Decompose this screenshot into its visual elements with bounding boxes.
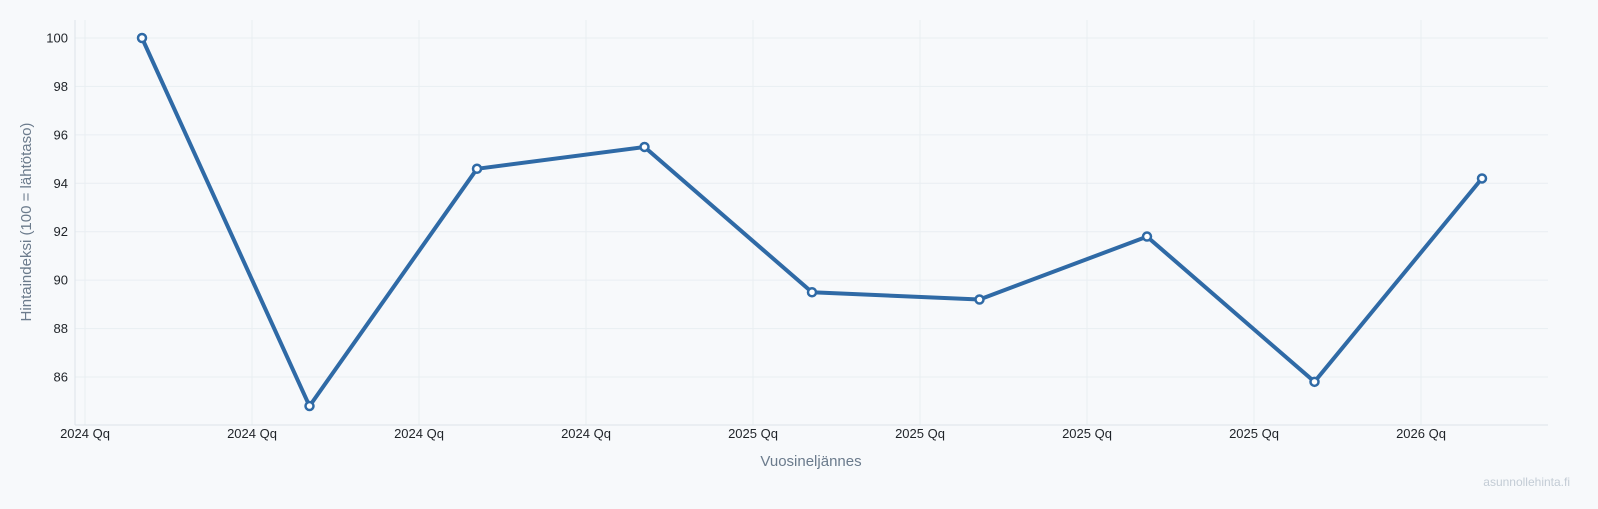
x-tick-label: 2024 Qq	[394, 426, 444, 441]
data-point	[1309, 376, 1320, 388]
y-tick-label: 92	[54, 224, 68, 239]
y-gridlines	[75, 37, 1548, 378]
y-tick-label: 96	[54, 127, 68, 142]
x-tick-labels: 2024 Qq 2024 Qq 2024 Qq 2024 Qq 2025 Qq 2025 …	[60, 426, 1446, 441]
data-point	[471, 163, 483, 175]
x-tick-label: 2024 Qq	[561, 426, 611, 441]
y-tick-label: 94	[54, 176, 68, 191]
x-tick-label: 2026 Qq	[1396, 426, 1446, 441]
y-tick-label: 90	[54, 273, 68, 288]
y-tick-label: 86	[54, 370, 68, 385]
x-axis-label: Vuosineljännes	[760, 453, 861, 470]
x-tick-label: 2025 Qq	[1229, 426, 1279, 441]
data-point	[1476, 173, 1488, 184]
x-tick-label: 2025 Qq	[895, 426, 945, 441]
x-tick-label: 2025 Qq	[728, 426, 778, 441]
data-point	[974, 294, 985, 305]
data-point	[639, 141, 650, 153]
series-line	[140, 36, 1484, 409]
y-tick-label: 98	[54, 79, 68, 94]
watermark-text: asunnollehinta.fi	[1483, 475, 1570, 489]
data-point	[1141, 231, 1153, 242]
y-axis-label: Hintaindeksi (100 = lähtötaso)	[18, 123, 35, 322]
data-points	[136, 32, 1488, 412]
y-tick-label: 88	[54, 321, 68, 336]
x-tick-label: 2025 Qq	[1062, 426, 1112, 441]
x-tick-label: 2024 Qq	[227, 426, 277, 441]
y-tick-labels: 86 88 90 92 94 96 98 100	[46, 31, 68, 385]
y-tick-label: 100	[46, 31, 68, 46]
x-tick-label: 2024 Qq	[60, 426, 110, 441]
x-gridlines	[84, 20, 1422, 425]
data-point	[136, 32, 148, 44]
data-point	[304, 400, 315, 412]
data-point	[806, 287, 818, 298]
